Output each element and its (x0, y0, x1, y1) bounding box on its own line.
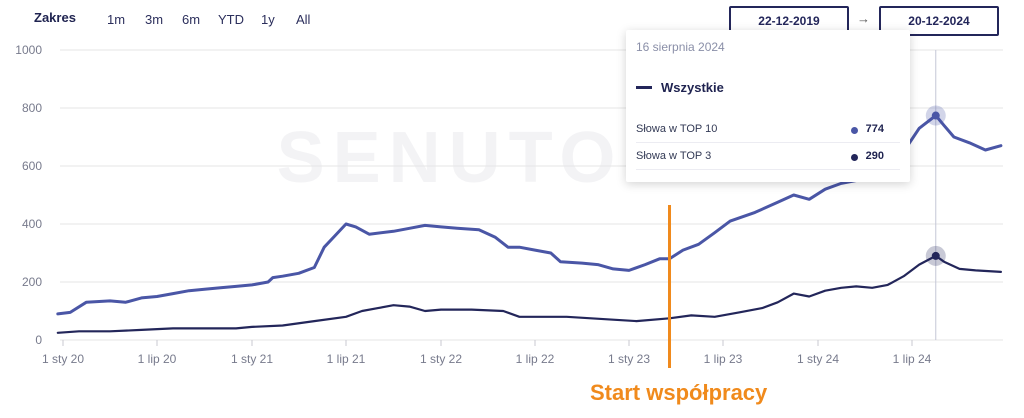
x-tick-label: 1 sty 22 (420, 352, 462, 366)
tooltip-row-label: Słowa w TOP 10 (636, 123, 718, 135)
cooperation-start-annotation: Start współpracy (590, 380, 768, 405)
tooltip-row-top10: Słowa w TOP 10 774 (636, 118, 900, 143)
y-tick-label: 800 (22, 101, 42, 115)
zoom-all-button[interactable]: All (296, 12, 311, 27)
zoom-label: Zakres (34, 10, 76, 25)
y-tick-label: 200 (22, 275, 42, 289)
x-tick-label: 1 lip 23 (704, 352, 743, 366)
x-tick-label: 1 sty 24 (797, 352, 839, 366)
y-tick-label: 1000 (15, 43, 42, 57)
y-tick-label: 600 (22, 159, 42, 173)
series-dot-icon (851, 127, 858, 134)
watermark: SENUTO (277, 118, 624, 198)
x-tick-label: 1 lip 22 (516, 352, 555, 366)
y-tick-label: 0 (35, 333, 42, 347)
y-tick-label: 400 (22, 217, 42, 231)
tooltip-series-header: Wszystkie (636, 80, 724, 95)
series-swatch-icon (636, 86, 652, 89)
zoom-1y-button[interactable]: 1y (261, 12, 275, 27)
zoom-3m-button[interactable]: 3m (145, 12, 164, 27)
zoom-6m-button[interactable]: 6m (182, 12, 201, 27)
hover-point (931, 251, 940, 260)
x-tick-label: 1 lip 24 (893, 352, 932, 366)
tooltip-row-value: 774 (865, 123, 884, 135)
hover-point (931, 111, 940, 120)
x-tick-label: 1 sty 21 (231, 352, 273, 366)
zoom-1m-button[interactable]: 1m (107, 12, 126, 27)
series-dot-icon (851, 154, 858, 161)
tooltip-date: 16 sierpnia 2024 (636, 40, 725, 54)
x-tick-label: 1 sty 23 (608, 352, 650, 366)
zoom-ytd-button[interactable]: YTD (218, 12, 244, 27)
x-tick-label: 1 lip 20 (138, 352, 177, 366)
tooltip-series-name: Wszystkie (661, 80, 724, 95)
tooltip-row-top3: Słowa w TOP 3 290 (636, 145, 900, 170)
tooltip-row-value: 290 (865, 150, 884, 162)
tooltip-row-label: Słowa w TOP 3 (636, 150, 712, 162)
x-tick-label: 1 lip 21 (327, 352, 366, 366)
date-range-arrow: → (857, 11, 870, 26)
x-tick-label: 1 sty 20 (42, 352, 84, 366)
chart-tooltip: 16 sierpnia 2024 Wszystkie Słowa w TOP 1… (626, 30, 910, 182)
series-line-top3 (56, 254, 1002, 334)
